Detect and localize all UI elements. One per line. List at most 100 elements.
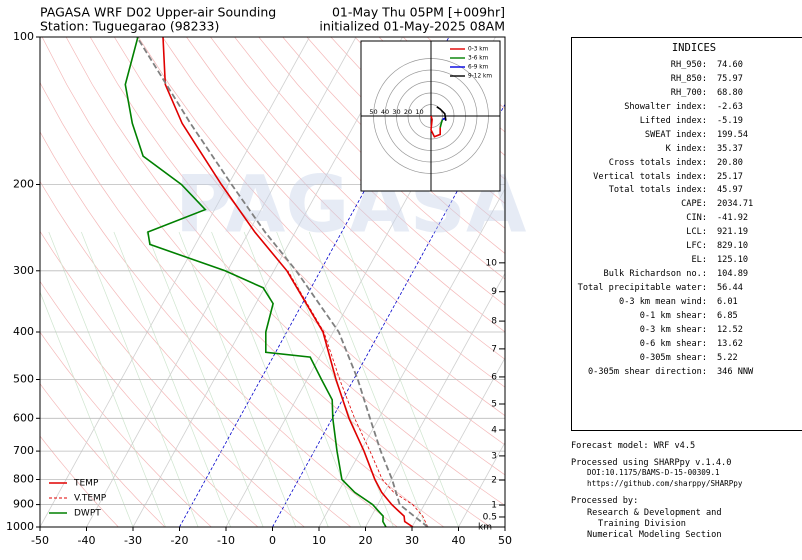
index-value: 25.17: [717, 171, 743, 182]
x-tick-label: 0: [269, 534, 276, 547]
legend-label: V.TEMP: [74, 494, 107, 504]
y-tick-label: 400: [13, 325, 34, 338]
dry-adiabat: [258, 37, 505, 280]
index-value: 199.54: [717, 129, 749, 140]
subtitle: Station: Tuguegarao (98233): [40, 19, 219, 34]
dry-adiabat: [234, 37, 505, 306]
height-label: 2: [491, 476, 497, 486]
x-tick-label: -30: [124, 534, 142, 547]
height-label: 8: [491, 317, 497, 327]
index-value: 6.01: [717, 296, 738, 307]
hodo-legend-label: 0-3 km: [468, 47, 489, 53]
x-tick-label: 20: [359, 534, 373, 547]
height-label: 5: [491, 399, 497, 409]
indices-box: INDICES RH_950: 74.60 RH_850: 75.97 RH_700: 6…: [571, 37, 802, 431]
indices-title: INDICES: [671, 42, 717, 54]
indices-rows: RH_950: 74.60 RH_850: 75.97 RH_700: 68.80 Show…: [572, 60, 802, 377]
height-label: 4: [491, 426, 497, 436]
dry-adiabat: [40, 383, 166, 527]
isotherm: [458, 441, 505, 527]
profile-line: [287, 270, 429, 527]
index-value: 346 NNW: [717, 366, 754, 377]
y-tick-label: 500: [13, 372, 34, 385]
index-value: 6.85: [717, 310, 738, 321]
parcel-line: [136, 37, 429, 527]
x-tick-label: 40: [452, 534, 466, 547]
index-value: 829.10: [717, 241, 749, 252]
index-value: 75.97: [717, 73, 743, 84]
index-value: 45.97: [717, 185, 743, 196]
profile-line: [162, 37, 414, 527]
y-tick-label: 600: [13, 411, 34, 424]
index-label: Cross totals index:: [608, 157, 707, 168]
index-label: RH_850:: [670, 73, 707, 84]
isotherm: [504, 526, 505, 527]
hodo-legend-label: 9-12 km: [468, 74, 492, 80]
height-label: 7: [491, 344, 497, 354]
dry-adiabat: [40, 81, 445, 527]
isotherm: [318, 187, 505, 527]
init-time: initialized 01-May-2025 08AM: [319, 19, 505, 34]
footer-line: DOI:10.1175/BAMS-D-15-00309.1: [587, 468, 720, 477]
dry-adiabat: [114, 37, 505, 446]
index-label: 0-6 km shear:: [639, 338, 707, 349]
index-value: 13.62: [717, 338, 743, 349]
hodo-line: [430, 115, 441, 138]
index-label: 0-3 km shear:: [639, 324, 707, 335]
x-tick-label: -10: [217, 534, 235, 547]
index-value: 68.80: [717, 87, 743, 98]
title: PAGASA WRF D02 Upper-air Sounding: [40, 5, 276, 20]
hodo-legend-label: 6-9 km: [468, 65, 489, 71]
footer-line: Processed using SHARPpy v.1.4.0: [571, 457, 732, 468]
index-label: LCL:: [686, 227, 707, 238]
index-value: 20.80: [717, 157, 743, 168]
index-label: CIN:: [686, 213, 707, 224]
index-value: 921.19: [717, 227, 749, 238]
footer-line: https://github.com/sharppy/SHARPpy: [587, 478, 743, 488]
index-value: 5.22: [717, 352, 738, 363]
index-label: Showalter index:: [624, 101, 707, 112]
isotherm: [86, 37, 357, 527]
hodo-legend-label: 3-6 km: [468, 56, 489, 62]
index-value: 125.10: [717, 255, 749, 266]
footer-line: Forecast model: WRF v4.5: [571, 441, 696, 451]
index-label: RH_700:: [670, 87, 707, 98]
index-label: Total precipitable water:: [577, 283, 707, 293]
height-label: 10: [486, 258, 498, 268]
index-value: -41.92: [717, 213, 749, 224]
index-label: 0-305m shear:: [639, 352, 707, 363]
x-tick-label: -40: [78, 534, 96, 547]
index-value: 74.60: [717, 60, 743, 70]
valid-time: 01-May Thu 05PM [+009hr]: [332, 5, 505, 20]
dry-adiabat: [40, 131, 398, 527]
index-label: Bulk Richardson no.:: [603, 269, 707, 280]
index-label: 0-1 km shear:: [639, 310, 707, 321]
isotherm: [411, 357, 505, 527]
y-tick-label: 800: [13, 473, 34, 486]
index-value: 35.37: [717, 143, 743, 154]
dry-adiabat: [65, 37, 505, 506]
index-value: -5.19: [717, 115, 743, 126]
isotherm: [132, 37, 403, 527]
hodo-ring-label: 10: [415, 108, 423, 116]
x-tick-label: 50: [498, 534, 512, 547]
dry-adiabat: [40, 435, 119, 527]
index-label: Total totals index:: [608, 185, 707, 196]
dry-adiabat: [40, 280, 259, 527]
index-value: -2.63: [717, 101, 743, 112]
chart: PAGASA PAGASA WRF D02 Upper-air Sounding…: [6, 5, 526, 548]
y-tick-label: 700: [13, 444, 34, 457]
height-label: 1: [491, 501, 497, 511]
index-label: EL:: [691, 255, 707, 266]
y-tick-label: 300: [13, 264, 34, 277]
index-label: LFC:: [686, 241, 707, 252]
height-label: 6: [491, 372, 497, 382]
hodo-ring-label: 20: [404, 108, 412, 116]
index-label: Lifted index:: [639, 115, 707, 126]
dry-adiabat: [138, 37, 505, 417]
profile-line: [124, 37, 387, 527]
index-label: CAPE:: [681, 199, 707, 210]
dry-adiabat: [41, 37, 492, 527]
isotherm: [365, 272, 505, 527]
hodo-line: [436, 106, 447, 121]
